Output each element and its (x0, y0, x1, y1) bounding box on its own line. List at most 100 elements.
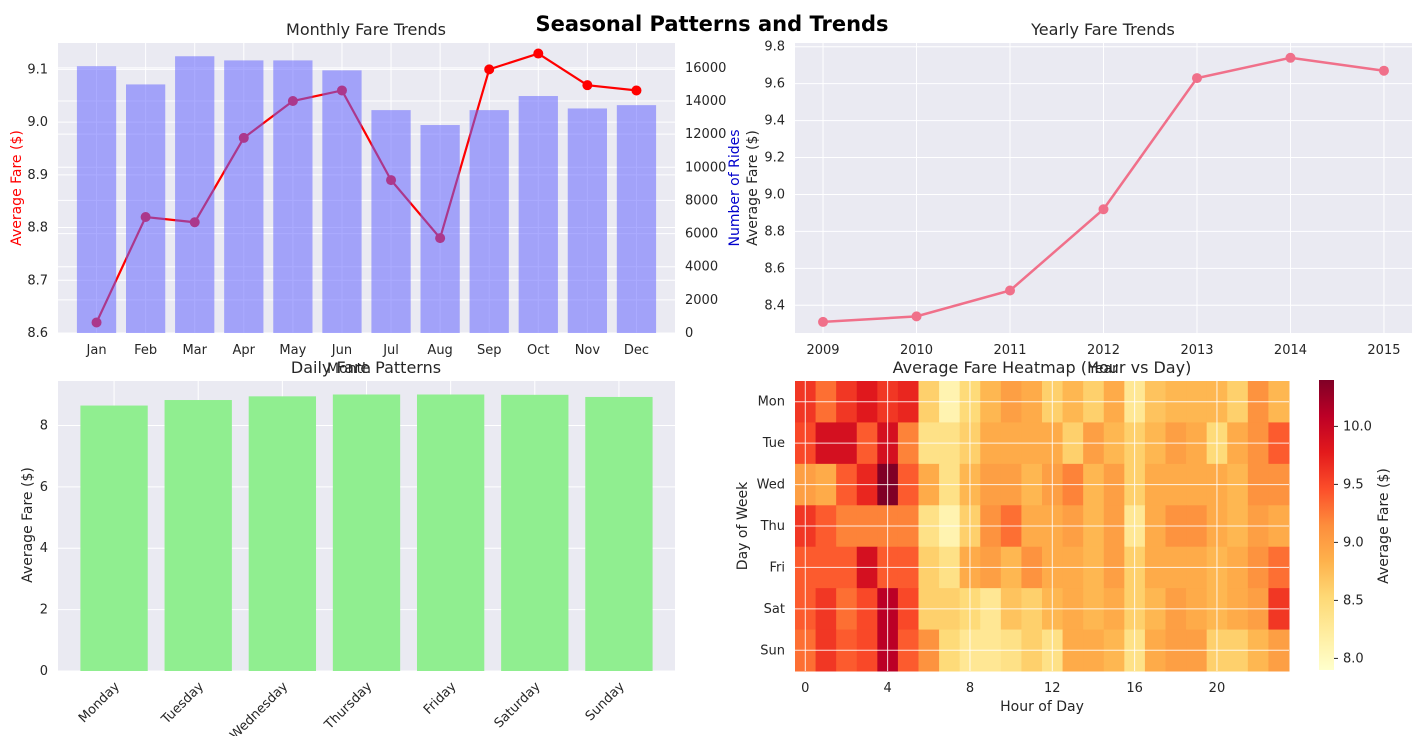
yearly-chart-title: Yearly Fare Trends (1030, 20, 1175, 39)
monthly-x-tick-label: Oct (527, 343, 549, 358)
daily-y-tick-label: 6 (40, 480, 48, 495)
monthly-fare-panel: Monthly Fare Trends Month Average Fare (… (9, 20, 743, 377)
heatmap-x-tick-label: 0 (801, 681, 809, 696)
yearly-fare-point (911, 311, 922, 322)
monthly-chart-title: Monthly Fare Trends (286, 20, 446, 39)
monthly-right-tick-label: 2000 (685, 293, 718, 308)
yearly-x-tick-label: 2011 (993, 343, 1026, 358)
monthly-left-tick-label: 9.1 (27, 62, 48, 77)
yearly-x-tick-label: 2010 (900, 343, 933, 358)
monthly-rides-bar (175, 56, 215, 333)
yearly-y-tick-label: 8.4 (764, 298, 785, 313)
yearly-fare-point (818, 316, 829, 327)
heatmap-chart-title: Average Fare Heatmap (Hour vs Day) (893, 358, 1192, 377)
yearly-fare-point (1005, 285, 1016, 296)
yearly-y-tick-label: 8.8 (764, 224, 785, 239)
heatmap-row-label: Mon (758, 395, 785, 410)
heatmap-row-label: Wed (757, 478, 785, 493)
yearly-fare-point (1285, 52, 1296, 63)
yearly-x-axis-label: Year (1087, 361, 1118, 377)
monthly-left-tick-label: 8.7 (27, 273, 48, 288)
yearly-y-tick-label: 9.6 (764, 77, 785, 92)
monthly-left-tick-label: 8.9 (27, 168, 48, 183)
monthly-x-tick-label: May (279, 343, 306, 358)
monthly-right-y-axis-label: Number of Rides (727, 129, 743, 246)
monthly-rides-bar (567, 108, 608, 333)
colorbar-label: Average Fare ($) (1376, 468, 1392, 584)
yearly-fare-point (1191, 73, 1202, 84)
monthly-right-tick-label: 16000 (685, 61, 726, 76)
monthly-rides-bar (224, 60, 264, 334)
monthly-rides-bar (518, 96, 558, 334)
daily-y-tick-label: 4 (40, 541, 48, 556)
monthly-rides-bar (76, 66, 117, 333)
monthly-left-tick-label: 8.6 (27, 326, 48, 341)
monthly-rides-bar (469, 110, 509, 333)
fare-heatmap-panel: Average Fare Heatmap (Hour vs Day) Hour … (735, 358, 1392, 715)
yearly-y-tick-label: 9.8 (764, 40, 785, 55)
monthly-fare-point (582, 80, 593, 91)
yearly-x-tick-label: 2009 (806, 343, 839, 358)
monthly-right-tick-label: 8000 (685, 193, 718, 208)
daily-y-axis-label: Average Fare ($) (20, 467, 36, 583)
heatmap-x-tick-label: 4 (883, 681, 891, 696)
daily-fare-bar (585, 396, 653, 671)
heatmap-row-label: Thu (760, 519, 785, 534)
monthly-x-tick-label: Nov (575, 343, 601, 358)
yearly-y-tick-label: 9.0 (764, 187, 785, 202)
monthly-left-tick-label: 9.0 (27, 115, 48, 130)
heatmap-x-tick-label: 12 (1044, 681, 1061, 696)
monthly-x-tick-label: Jul (382, 343, 399, 358)
monthly-x-tick-label: Jun (331, 343, 352, 358)
monthly-x-tick-label: Jan (86, 343, 107, 358)
heatmap-x-tick-label: 8 (966, 681, 974, 696)
heatmap-x-tick-label: 20 (1209, 681, 1226, 696)
yearly-x-tick-label: 2015 (1367, 343, 1400, 358)
yearly-x-tick-label: 2013 (1180, 343, 1213, 358)
yearly-y-tick-label: 9.2 (764, 151, 785, 166)
daily-fare-bar (332, 394, 401, 671)
daily-fare-bar (416, 394, 485, 671)
monthly-x-tick-label: Apr (233, 343, 256, 358)
monthly-right-tick-label: 12000 (685, 127, 726, 142)
yearly-fare-panel: Yearly Fare Trends Year Average Fare ($)… (745, 20, 1412, 377)
colorbar-tick-label: 8.0 (1343, 651, 1364, 666)
monthly-x-tick-label: Dec (624, 343, 649, 358)
monthly-left-tick-label: 8.8 (27, 221, 48, 236)
monthly-x-tick-label: Mar (182, 343, 207, 358)
yearly-fare-point (1378, 65, 1389, 76)
monthly-right-tick-label: 0 (685, 326, 693, 341)
monthly-x-tick-label: Aug (427, 343, 452, 358)
monthly-rides-bar (420, 125, 460, 334)
heatmap-row-label: Tue (762, 436, 785, 451)
daily-fare-bar (80, 405, 148, 671)
daily-x-tick-label: Monday (76, 679, 123, 726)
daily-x-tick-label: Saturday (492, 679, 544, 731)
monthly-fare-point (484, 64, 495, 75)
monthly-x-tick-label: Feb (134, 343, 157, 358)
colorbar-tick-label: 10.0 (1343, 419, 1372, 434)
monthly-rides-bar (125, 84, 166, 333)
daily-x-tick-label: Thursday (321, 679, 375, 733)
yearly-x-tick-label: 2014 (1274, 343, 1307, 358)
daily-x-tick-label: Wednesday (227, 679, 291, 736)
daily-y-tick-label: 2 (40, 603, 48, 618)
heatmap-row-label: Fri (770, 560, 786, 575)
heatmap-row-label: Sun (760, 643, 785, 658)
yearly-y-axis-label: Average Fare ($) (745, 130, 761, 246)
monthly-rides-bar (322, 70, 362, 333)
yearly-fare-point (1098, 204, 1109, 215)
daily-x-tick-label: Sunday (583, 679, 628, 724)
colorbar (1319, 380, 1334, 670)
daily-fare-panel: Daily Fare Patterns Average Fare ($) 0 2 4… (20, 358, 675, 736)
yearly-x-tick-label: 2012 (1087, 343, 1120, 358)
yearly-y-tick-label: 9.4 (764, 114, 785, 129)
colorbar-tick-label: 8.5 (1343, 593, 1364, 608)
monthly-left-y-axis-label: Average Fare ($) (9, 130, 25, 246)
monthly-rides-bar (273, 60, 313, 334)
monthly-fare-point (533, 48, 544, 59)
monthly-x-axis-label: Month (327, 361, 371, 377)
monthly-rides-bar (371, 110, 411, 333)
daily-fare-bar (501, 394, 569, 671)
